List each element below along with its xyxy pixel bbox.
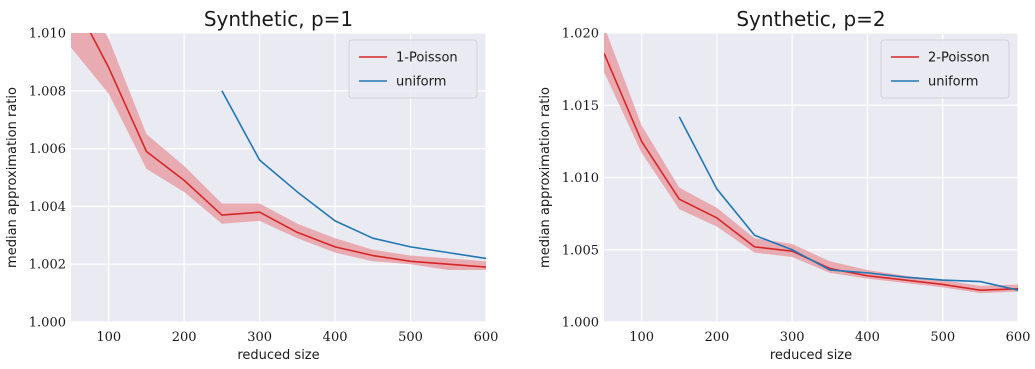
chart-p1-legend-box — [348, 39, 478, 99]
chart-p1-x-axis-label: reduced size — [237, 348, 319, 363]
chart-p1-y-tick-label-4: 1.008 — [29, 84, 66, 99]
chart-p2-legend: 2-Poisson uniform — [880, 39, 1010, 99]
chart-p2-x-tick-label-3: 400 — [855, 330, 880, 345]
chart-p1-legend: 1-Poisson uniform — [348, 39, 478, 99]
chart-p1-legend-label-0: 1-Poisson — [396, 51, 458, 66]
chart-p2-y-axis-label: median approximation ratio — [538, 87, 553, 268]
chart-p1-series-1-line — [221, 90, 486, 260]
chart-p2-plot-area — [604, 33, 1018, 294]
chart-p1-series-0-line — [89, 33, 486, 268]
chart-p2-x-tick-label-1: 200 — [704, 330, 729, 345]
chart-p2-y-tick-label-2: 1.010 — [562, 171, 599, 186]
chart-p2-x-tick-label-0: 100 — [629, 330, 654, 345]
chart-p1-y-tick-label-2: 1.004 — [29, 200, 66, 215]
chart-p1-legend-label-1: uniform — [396, 75, 446, 90]
chart-p2-y-tick-label-0: 1.000 — [562, 316, 599, 331]
chart-p2-x-tick-label-4: 500 — [930, 330, 955, 345]
chart-p1-x-tick-label-3: 400 — [323, 330, 348, 345]
chart-p1-plot-area — [71, 33, 486, 270]
chart-p1-panel: 100 200 300 400 500 600 1.000 1.002 1.004 1.006 1.… — [5, 7, 499, 363]
chart-p2-y-tick-label-3: 1.015 — [562, 99, 599, 114]
chart-p1-x-tick-label-4: 500 — [398, 330, 423, 345]
chart-p2-title: Synthetic, p=2 — [736, 7, 885, 31]
chart-p1-title: Synthetic, p=1 — [204, 7, 353, 31]
chart-p1-y-tick-label-5: 1.010 — [29, 27, 66, 42]
chart-p2-y-tick-label-1: 1.005 — [562, 243, 599, 258]
chart-p1-y-axis-label: median approximation ratio — [5, 87, 20, 268]
chart-p2-y-tick-label-4: 1.020 — [562, 27, 599, 42]
chart-p2-series-1-line — [678, 116, 1018, 291]
chart-p1-y-tick-label-1: 1.002 — [29, 258, 66, 273]
chart-p1-x-tick-label-0: 100 — [96, 330, 121, 345]
chart-p2-x-axis-label: reduced size — [770, 348, 852, 363]
chart-p1-x-tick-label-2: 300 — [247, 330, 272, 345]
chart-p2-legend-label-0: 2-Poisson — [928, 51, 990, 66]
chart-p1-x-tick-label-1: 200 — [172, 330, 197, 345]
chart-p2-legend-label-1: uniform — [928, 75, 978, 90]
chart-p2-legend-box — [880, 39, 1010, 99]
chart-p2-x-tick-label-5: 600 — [1006, 330, 1031, 345]
chart-p2-x-tick-label-2: 300 — [780, 330, 805, 345]
chart-p1-x-tick-label-5: 600 — [474, 330, 499, 345]
chart-p1-y-tick-label-3: 1.006 — [29, 142, 66, 157]
chart-p1-y-tick-label-0: 1.000 — [29, 316, 66, 331]
chart-p2-panel: 100 200 300 400 500 600 1.000 1.005 1.010 1.015 1.… — [538, 7, 1030, 363]
